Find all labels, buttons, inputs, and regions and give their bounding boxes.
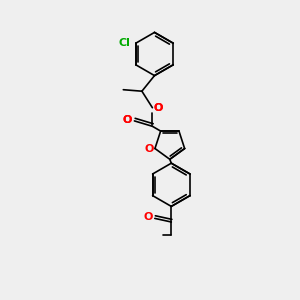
Text: O: O xyxy=(123,115,132,125)
Text: O: O xyxy=(154,103,163,113)
Text: O: O xyxy=(144,143,154,154)
Text: O: O xyxy=(123,115,132,125)
Text: O: O xyxy=(154,103,163,113)
Text: O: O xyxy=(143,212,153,222)
Text: Cl: Cl xyxy=(118,38,130,48)
